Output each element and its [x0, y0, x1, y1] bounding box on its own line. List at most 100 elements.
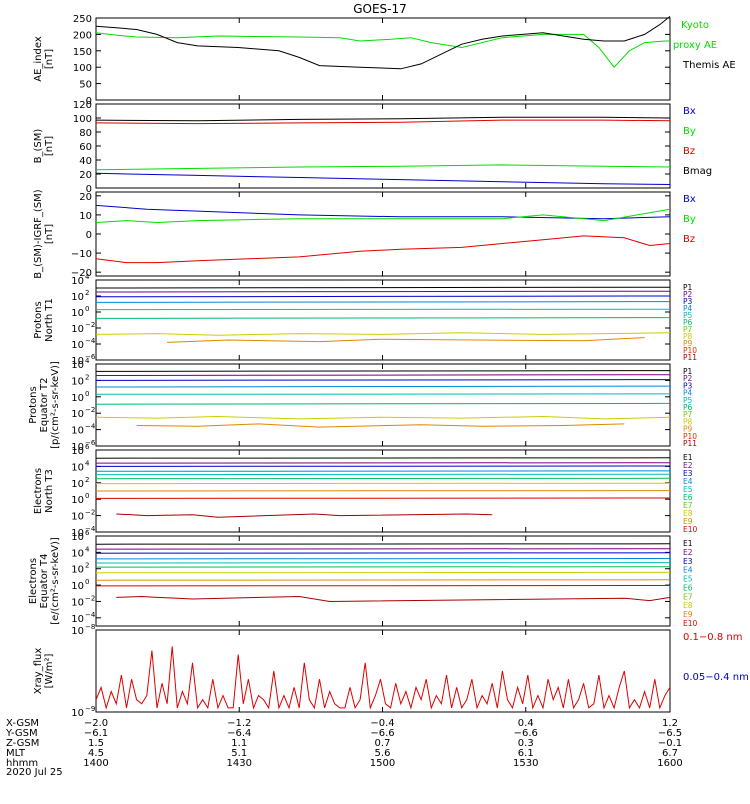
y-tick-label: 250: [73, 14, 92, 25]
y-tick-label: 10: [71, 532, 84, 543]
series-line: [96, 165, 670, 170]
y-tick-exponent: −8: [85, 623, 95, 631]
series-line: [96, 380, 670, 381]
panel-frame: [96, 18, 670, 100]
y-tick-label: 80: [79, 128, 92, 139]
y-tick-label: 10: [71, 479, 84, 490]
y-tick-label: 10: [71, 292, 84, 303]
y-tick-label: 60: [79, 142, 92, 153]
series-line: [96, 209, 670, 222]
legend-entry: Bx: [683, 194, 696, 205]
legend-entry: E2: [683, 548, 693, 557]
series-line: [96, 296, 670, 297]
y-axis-label: B_(SM)-IGRF_(SM): [33, 189, 44, 279]
y-tick-exponent: 0: [85, 492, 89, 500]
series-line: [96, 236, 670, 263]
y-tick-label: 10: [71, 708, 84, 719]
y-axis-label: Protons: [28, 386, 39, 423]
panel-frame: [96, 630, 670, 712]
y-tick-exponent: 2: [85, 373, 89, 381]
y-tick-exponent: −2: [85, 406, 95, 414]
y-axis-label: Electrons: [28, 558, 39, 604]
y-axis-label: North T3: [44, 469, 55, 513]
y-tick-label: 200: [73, 30, 92, 41]
y-tick-label: 10: [71, 462, 84, 473]
y-tick-exponent: −4: [85, 423, 96, 431]
y-tick-label: 10: [71, 626, 84, 637]
y-tick-exponent: 0: [85, 390, 89, 398]
x-tick-value: 1500: [370, 758, 395, 769]
y-tick-label: 10: [71, 581, 84, 592]
series-line: [96, 417, 670, 419]
y-axis-label: [e/(cm²-s-sr-keV)]: [50, 537, 61, 625]
y-tick-exponent: 4: [85, 545, 90, 553]
y-axis-label: Electrons: [33, 468, 44, 514]
y-tick-exponent: 2: [85, 562, 89, 570]
legend-entry: Themis AE: [682, 60, 736, 71]
y-axis-label: [nT]: [44, 224, 55, 244]
legend-entry: 0.05−0.4 nm: [683, 672, 749, 683]
y-tick-label: 40: [79, 156, 92, 167]
series-line: [96, 205, 670, 218]
x-tick-value: 1600: [657, 758, 682, 769]
y-axis-label: Equator T2: [39, 378, 50, 433]
legend-entry: Bz: [683, 234, 695, 245]
y-tick-label: 10: [71, 324, 84, 335]
y-tick-label: 10: [71, 276, 84, 287]
series-line: [96, 386, 670, 387]
y-tick-label: 10: [71, 393, 84, 404]
series-line: [96, 287, 670, 288]
panel-frame: [96, 364, 670, 446]
legend-entry: By: [683, 214, 696, 225]
y-tick-label: 10: [71, 409, 84, 420]
y-tick-label: 10: [71, 308, 84, 319]
y-tick-label: 10: [71, 426, 84, 437]
y-tick-exponent: −4: [85, 611, 96, 619]
y-tick-exponent: −9: [85, 705, 95, 713]
y-tick-label: 10: [71, 360, 84, 371]
series-line: [96, 318, 670, 319]
series-line: [137, 424, 625, 427]
legend-entry: 0.1−0.8 nm: [683, 632, 742, 643]
chart-title: GOES-17: [353, 2, 407, 16]
y-tick-exponent: −4: [85, 337, 96, 345]
y-tick-exponent: −2: [85, 594, 95, 602]
y-tick-label: 20: [79, 170, 92, 181]
series-line: [96, 291, 670, 292]
legend-entry: P11: [683, 439, 697, 448]
legend-entry: E6: [683, 583, 693, 592]
x-tick-value: 1400: [83, 758, 108, 769]
series-line: [116, 514, 492, 517]
series-line: [96, 371, 670, 372]
legend-entry: E7: [683, 592, 693, 601]
y-axis-label: [W/m²]: [44, 653, 55, 688]
series-line: [96, 173, 670, 184]
legend-entry: E10: [683, 525, 698, 534]
y-tick-exponent: 4: [85, 459, 90, 467]
y-axis-label: North T1: [44, 298, 55, 342]
legend-entry: proxy AE: [673, 40, 717, 51]
y-tick-label: 10: [71, 548, 84, 559]
y-tick-label: 10: [71, 565, 84, 576]
y-tick-exponent: 0: [85, 305, 89, 313]
y-tick-label: 10: [71, 376, 84, 387]
y-tick-exponent: 0: [85, 578, 89, 586]
y-axis-label: [p/(cm²-s-sr-keV)]: [50, 361, 61, 449]
y-axis-label: AE_index: [33, 36, 44, 82]
legend-entry: E4: [683, 566, 693, 575]
series-line: [96, 16, 670, 68]
y-tick-label: 10: [71, 512, 84, 523]
y-tick-label: 10: [71, 446, 84, 457]
legend-entry: By: [683, 126, 696, 137]
legend-entry: E8: [683, 601, 693, 610]
